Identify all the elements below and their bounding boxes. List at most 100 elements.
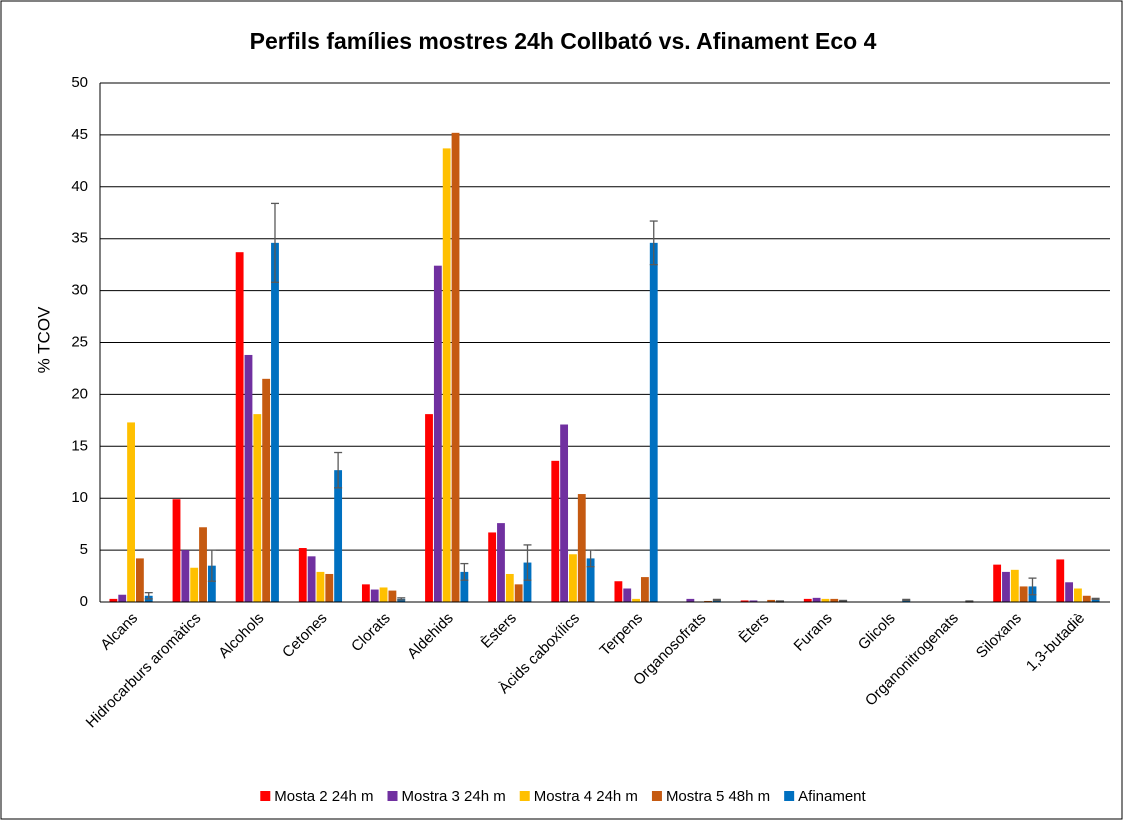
bar bbox=[425, 414, 433, 602]
error-bar bbox=[1091, 597, 1100, 601]
bar bbox=[307, 556, 316, 602]
bar bbox=[253, 414, 262, 602]
legend-label: Mosta 2 24h m bbox=[274, 788, 373, 805]
legend-swatch bbox=[651, 791, 662, 801]
y-tick-label: 30 bbox=[71, 282, 88, 299]
error-bar bbox=[586, 549, 595, 568]
bar bbox=[623, 588, 632, 602]
legend-swatch bbox=[387, 791, 398, 801]
error-bar bbox=[712, 598, 721, 602]
bar bbox=[577, 494, 586, 602]
legend-label: Afinament bbox=[798, 788, 866, 805]
bar bbox=[586, 558, 595, 602]
legend-swatch bbox=[784, 791, 795, 801]
bar bbox=[1002, 571, 1010, 602]
y-tick-label: 20 bbox=[71, 385, 88, 402]
error-bar bbox=[1028, 577, 1037, 596]
legend-label: Mostra 3 24h m bbox=[402, 788, 506, 805]
error-bar bbox=[523, 544, 532, 581]
bar bbox=[388, 590, 397, 602]
bar bbox=[514, 584, 523, 602]
legend-label: Mostra 4 24h m bbox=[534, 788, 638, 805]
bar bbox=[551, 460, 560, 602]
bar bbox=[1074, 588, 1082, 602]
bar bbox=[207, 565, 216, 602]
bar bbox=[1010, 569, 1019, 602]
bar bbox=[560, 424, 569, 602]
bar bbox=[523, 562, 532, 602]
bar bbox=[649, 242, 658, 603]
bar bbox=[830, 598, 839, 602]
error-bar bbox=[839, 599, 848, 603]
bar bbox=[812, 597, 821, 602]
bar bbox=[244, 354, 253, 602]
bar bbox=[334, 470, 343, 602]
bar bbox=[235, 252, 244, 602]
bar bbox=[569, 554, 577, 602]
error-bar bbox=[207, 549, 216, 582]
y-tick-label: 25 bbox=[71, 333, 88, 350]
bar bbox=[1082, 595, 1091, 602]
legend-swatch bbox=[260, 791, 271, 801]
bar bbox=[127, 422, 135, 602]
y-tick-label: 0 bbox=[80, 593, 88, 610]
bar bbox=[442, 148, 451, 603]
bar bbox=[271, 242, 279, 603]
bar bbox=[433, 265, 442, 602]
y-tick-label: 10 bbox=[71, 489, 88, 506]
error-bar bbox=[902, 598, 911, 602]
bar bbox=[361, 584, 370, 602]
y-tick-label: 45 bbox=[71, 126, 88, 143]
y-tick-label: 40 bbox=[71, 178, 88, 195]
bar bbox=[460, 571, 469, 602]
error-bar bbox=[649, 220, 658, 266]
y-tick-label: 15 bbox=[71, 437, 88, 454]
bar bbox=[316, 571, 325, 602]
bar bbox=[190, 567, 199, 602]
bar bbox=[767, 599, 776, 602]
y-tick-label: 5 bbox=[80, 541, 88, 558]
bar bbox=[199, 527, 207, 602]
bar bbox=[325, 573, 334, 602]
bar bbox=[686, 598, 695, 602]
bar bbox=[118, 594, 127, 602]
bar bbox=[640, 577, 649, 602]
bar bbox=[181, 550, 190, 602]
bar bbox=[632, 598, 640, 602]
error-bar bbox=[334, 451, 343, 489]
legend-label: Mostra 5 48h m bbox=[666, 788, 770, 805]
y-tick-label: 50 bbox=[71, 74, 88, 91]
bar bbox=[1091, 598, 1100, 602]
bar bbox=[488, 532, 497, 602]
bar bbox=[1019, 586, 1028, 602]
bar bbox=[379, 587, 388, 602]
bar bbox=[740, 600, 749, 602]
bar bbox=[298, 548, 307, 602]
bar bbox=[749, 600, 758, 602]
bar bbox=[370, 589, 379, 602]
bar bbox=[821, 598, 830, 602]
bar bbox=[993, 564, 1002, 602]
error-bar bbox=[397, 597, 406, 601]
bar bbox=[505, 573, 514, 602]
bar bbox=[172, 499, 181, 602]
y-tick-label: 35 bbox=[71, 230, 88, 247]
bar bbox=[497, 523, 505, 602]
legend-swatch bbox=[519, 791, 530, 801]
bar bbox=[451, 132, 460, 602]
bar bbox=[1056, 559, 1065, 602]
bar bbox=[262, 378, 271, 602]
error-bar bbox=[270, 202, 279, 283]
bar bbox=[109, 598, 118, 602]
bar bbox=[803, 598, 812, 602]
bar bbox=[614, 581, 623, 602]
error-bar bbox=[460, 562, 469, 581]
y-axis-label: % TCOV bbox=[34, 306, 53, 373]
bar bbox=[704, 600, 712, 602]
bar bbox=[1065, 582, 1074, 602]
chart-title: Perfils famílies mostres 24h Collbató vs… bbox=[250, 28, 877, 54]
bar bbox=[135, 558, 144, 602]
error-bar bbox=[144, 592, 153, 600]
